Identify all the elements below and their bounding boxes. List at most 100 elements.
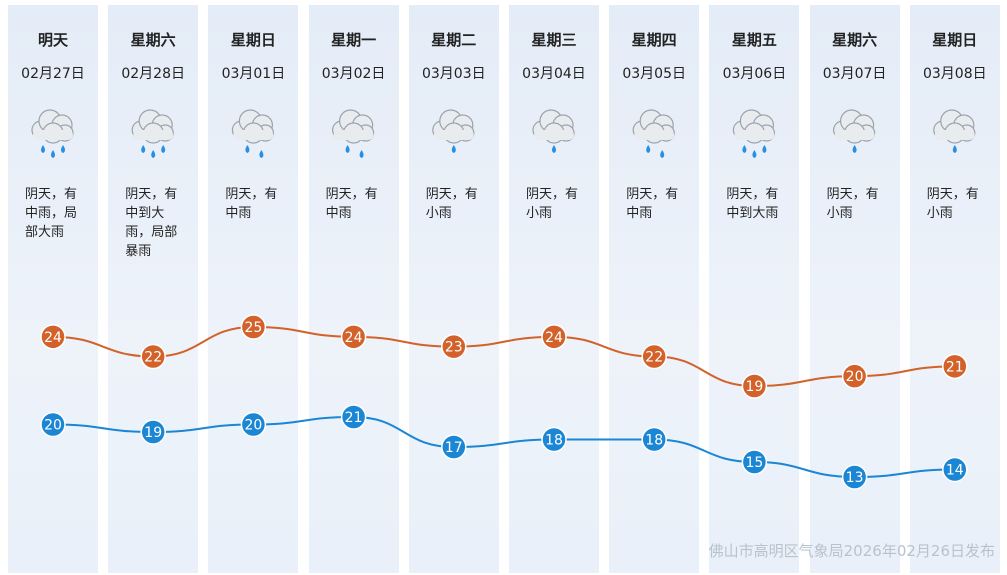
weather-icon (732, 109, 776, 158)
temp-label: 18 (645, 433, 663, 449)
cloud-base (634, 130, 675, 140)
temp-point (240, 314, 267, 340)
temp-line (52, 415, 955, 479)
temp-label: 20 (846, 369, 864, 385)
rain-drop (141, 145, 146, 153)
day-column: 星期一 03月02日阴天，有中雨 (308, 5, 399, 573)
weekday: 星期二 (431, 31, 477, 49)
temp-label: 24 (44, 330, 62, 346)
weather-text: 阴天，有中雨 (626, 187, 679, 221)
weather-text: 阴天，有中雨 (325, 187, 378, 221)
rain-drop (359, 150, 364, 158)
day-column: 星期六 02月28日 阴天，有中到大雨，局部暴雨 (108, 5, 199, 573)
weather-icon (632, 109, 675, 158)
temp-label: 13 (846, 470, 864, 486)
temp-line (52, 325, 955, 388)
temp-point (841, 464, 868, 490)
date: 03月04日 (522, 66, 586, 82)
date: 03月08日 (922, 66, 987, 82)
weekday: 星期六 (832, 31, 878, 49)
temp-label: 19 (144, 425, 162, 441)
temp-point (741, 373, 768, 399)
weather-text: 阴天，有中到大雨 (726, 187, 779, 221)
temp-label: 19 (745, 379, 763, 395)
temp-point (741, 449, 768, 475)
cloud-base (33, 130, 73, 140)
day-column: 星期五 03月06日阴天，有中到大雨 (709, 5, 800, 573)
weekday: 星期三 (531, 31, 577, 49)
temp-point (140, 343, 166, 370)
rain-drop (161, 145, 166, 153)
rain-drop (41, 145, 45, 153)
rain-drop (345, 145, 350, 153)
day-column: 星期日 03月01日阴天，有中雨 (208, 5, 299, 573)
weekday: 明天 (37, 31, 68, 49)
weekday: 星期六 (130, 31, 176, 49)
rain-drop (852, 145, 857, 153)
weather-icon (231, 109, 274, 158)
temp-point (40, 324, 66, 350)
weather-text: 阴天，有中到大雨，局部暴雨 (125, 187, 178, 259)
weekday: 星期日 (932, 31, 978, 49)
day-column: 星期三 03月04日阴天，有小雨 (509, 5, 599, 573)
weather-icon (31, 109, 74, 158)
date: 03月05日 (622, 66, 686, 82)
rain-drop (552, 145, 556, 153)
weather-text: 阴天，有中雨，局部大雨 (25, 187, 78, 240)
weekday: 星期四 (631, 31, 677, 49)
temp-label: 24 (545, 330, 563, 346)
temp-point (541, 324, 567, 350)
rain-drop (646, 145, 651, 153)
weather-icon (332, 109, 375, 158)
day-column: 星期二 03月03日 阴天，有小雨 (408, 5, 499, 573)
cloud-base (534, 130, 574, 140)
weather-text: 阴天，有小雨 (526, 187, 579, 221)
temp-point (641, 343, 667, 370)
rain-drop (259, 150, 264, 158)
temp-point (340, 404, 367, 430)
temp-label: 25 (244, 320, 262, 336)
weather-text: 阴天，有中雨 (225, 187, 278, 221)
temp-label: 14 (946, 463, 964, 479)
date: 03月01日 (221, 66, 286, 82)
date: 03月06日 (722, 66, 787, 82)
temp-label: 20 (244, 418, 262, 434)
temp-point (942, 353, 968, 380)
day-column: 明天 02月27日阴天，有中雨，局部大雨 (8, 5, 98, 573)
day-column: 星期四 03月05日阴天，有中雨 (609, 5, 700, 573)
cloud-base (233, 130, 274, 140)
temp-label: 17 (445, 440, 463, 456)
footer: 佛山市高明区气象局2026年02月26日发布 (708, 542, 995, 560)
rain-drop (51, 150, 55, 158)
rain-drop (742, 145, 747, 153)
weather-icon (933, 109, 976, 153)
temp-point (441, 434, 467, 460)
weather-icon (432, 109, 475, 153)
temp-label: 22 (144, 350, 162, 366)
weekday: 星期五 (731, 31, 777, 49)
temp-point (240, 411, 267, 438)
date: 03月03日 (421, 66, 486, 82)
temp-point (942, 456, 968, 483)
cloud-base (333, 130, 374, 140)
rain-drop (451, 145, 456, 153)
weather-icon (131, 109, 174, 158)
rain-drop (660, 150, 665, 158)
rain-drop (245, 145, 250, 153)
rain-drop (61, 145, 65, 153)
rain-drop (952, 145, 957, 153)
temp-point (641, 426, 667, 453)
weather-text: 阴天，有小雨 (926, 187, 979, 221)
date: 02月27日 (21, 66, 85, 82)
temp-point (340, 324, 367, 350)
weekday: 星期日 (230, 31, 276, 49)
date: 03月02日 (321, 66, 386, 82)
temp-point (441, 333, 467, 360)
weekday: 星期一 (331, 31, 377, 49)
temp-label: 21 (946, 359, 964, 375)
temp-label: 15 (745, 455, 763, 471)
temp-label: 23 (445, 340, 463, 356)
rain-drop (762, 145, 767, 153)
temp-label: 18 (545, 433, 563, 449)
